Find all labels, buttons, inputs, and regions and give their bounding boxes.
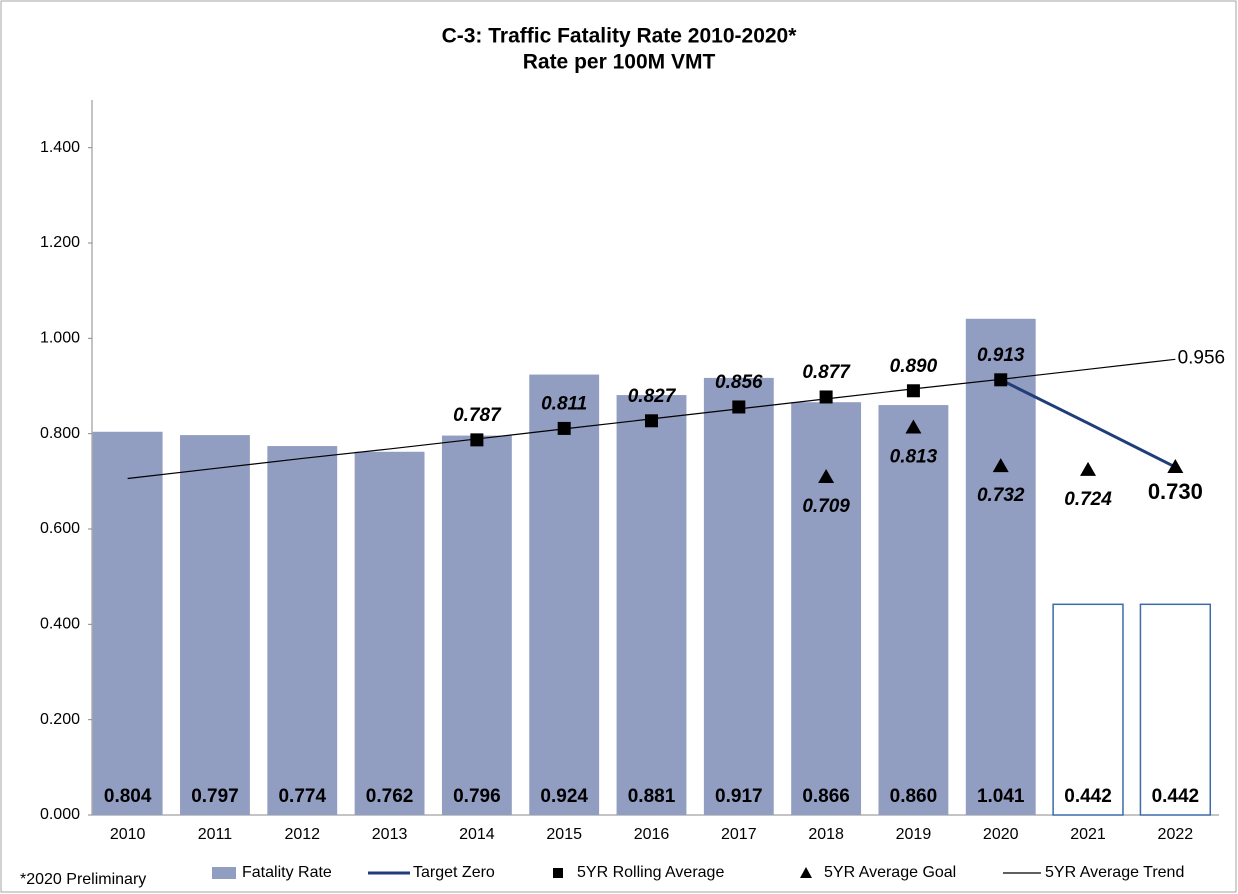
- y-tick-label: 1.400: [40, 139, 80, 156]
- bar: [965, 318, 1036, 815]
- bar: [616, 395, 687, 815]
- rolling-average-label: 0.787: [453, 405, 502, 426]
- x-tick-label: 2014: [459, 826, 495, 843]
- y-tick-label: 0.400: [40, 616, 80, 633]
- goal-marker: [818, 469, 835, 484]
- bar-value-label: 1.041: [977, 786, 1025, 807]
- goal-marker: [1167, 459, 1184, 474]
- bar-value-label: 0.924: [540, 786, 588, 807]
- line: [1000, 378, 1177, 469]
- bar: [529, 374, 600, 815]
- chart-title: C-3: Traffic Fatality Rate 2010-2020*: [442, 25, 798, 48]
- rolling-average-marker: [645, 414, 658, 428]
- goal-marker: [992, 458, 1009, 473]
- goal-label: 0.709: [802, 496, 850, 517]
- goal-label: 0.813: [890, 446, 938, 467]
- bar-value-label: 0.860: [890, 786, 938, 807]
- goal-label: 0.724: [1064, 489, 1112, 510]
- legend-swatch: [212, 867, 236, 879]
- footnote: *2020 Preliminary: [20, 871, 146, 888]
- bar: [441, 435, 512, 815]
- bar-value-label: 0.796: [453, 786, 501, 807]
- bar: [703, 377, 774, 815]
- rolling-average-marker: [732, 400, 746, 414]
- y-tick-label: 0.600: [40, 520, 80, 537]
- y-tick-label: 0.800: [40, 425, 80, 442]
- x-tick-label: 2013: [372, 826, 408, 843]
- legend-swatch: [800, 867, 812, 878]
- rolling-average-label: 0.877: [802, 362, 851, 383]
- bar-value-label: 0.442: [1064, 786, 1112, 807]
- legend-label: 5YR Average Trend: [1045, 864, 1184, 881]
- y-tick-label: 1.200: [40, 234, 80, 251]
- rolling-average-label: 0.856: [715, 372, 763, 393]
- bar: [180, 435, 250, 815]
- rolling-average-label: 0.913: [977, 345, 1025, 366]
- bar: [878, 405, 949, 815]
- rolling-average-marker: [470, 433, 484, 447]
- legend-label: 5YR Rolling Average: [577, 864, 724, 881]
- x-tick-label: 2018: [808, 826, 844, 843]
- goal-label: 0.732: [977, 485, 1025, 506]
- rolling-average-label: 0.827: [628, 386, 677, 407]
- legend-swatch: [553, 868, 563, 878]
- goal-marker: [905, 419, 922, 434]
- x-tick-label: 2012: [284, 826, 320, 843]
- legend-label: Fatality Rate: [242, 864, 332, 881]
- goal-marker: [1080, 461, 1097, 476]
- rolling-average-marker: [557, 421, 571, 435]
- x-tick-label: 2022: [1158, 826, 1194, 843]
- x-tick-label: 2016: [634, 826, 670, 843]
- x-tick-label: 2015: [546, 826, 582, 843]
- bar-value-label: 0.442: [1152, 786, 1200, 807]
- trend-end-label: 0.956: [1178, 347, 1226, 368]
- bar: [92, 431, 163, 815]
- bar-value-label: 0.881: [628, 786, 676, 807]
- x-tick-label: 2020: [983, 826, 1019, 843]
- y-tick-label: 0.200: [40, 711, 80, 728]
- x-tick-label: 2019: [896, 826, 932, 843]
- bar: [354, 451, 425, 815]
- bar-value-label: 0.917: [715, 786, 763, 807]
- x-tick-label: 2021: [1070, 826, 1106, 843]
- x-tick-label: 2017: [721, 826, 757, 843]
- rolling-average-label: 0.811: [541, 393, 587, 414]
- bar: [267, 446, 338, 815]
- bar-value-label: 0.804: [104, 786, 152, 807]
- goal-label: 0.730: [1148, 479, 1203, 504]
- rolling-average-label: 0.890: [890, 356, 938, 377]
- bar-value-label: 0.866: [802, 786, 850, 807]
- x-tick-label: 2010: [110, 826, 146, 843]
- bar-value-label: 0.797: [191, 786, 239, 807]
- legend-label: 5YR Average Goal: [824, 864, 956, 881]
- rolling-average-marker: [906, 384, 920, 398]
- rolling-average-marker: [994, 373, 1008, 387]
- legend-label: Target Zero: [413, 864, 495, 881]
- bar-value-label: 0.762: [366, 786, 414, 807]
- bar: [1052, 603, 1124, 816]
- bar-value-label: 0.774: [278, 786, 326, 807]
- rolling-average-marker: [819, 390, 833, 404]
- y-tick-label: 0.000: [40, 806, 80, 823]
- x-tick-label: 2011: [198, 826, 233, 843]
- y-tick-label: 1.000: [40, 330, 80, 347]
- chart-subtitle: Rate per 100M VMT: [523, 51, 716, 74]
- bar: [1139, 603, 1212, 816]
- bar: [791, 402, 862, 815]
